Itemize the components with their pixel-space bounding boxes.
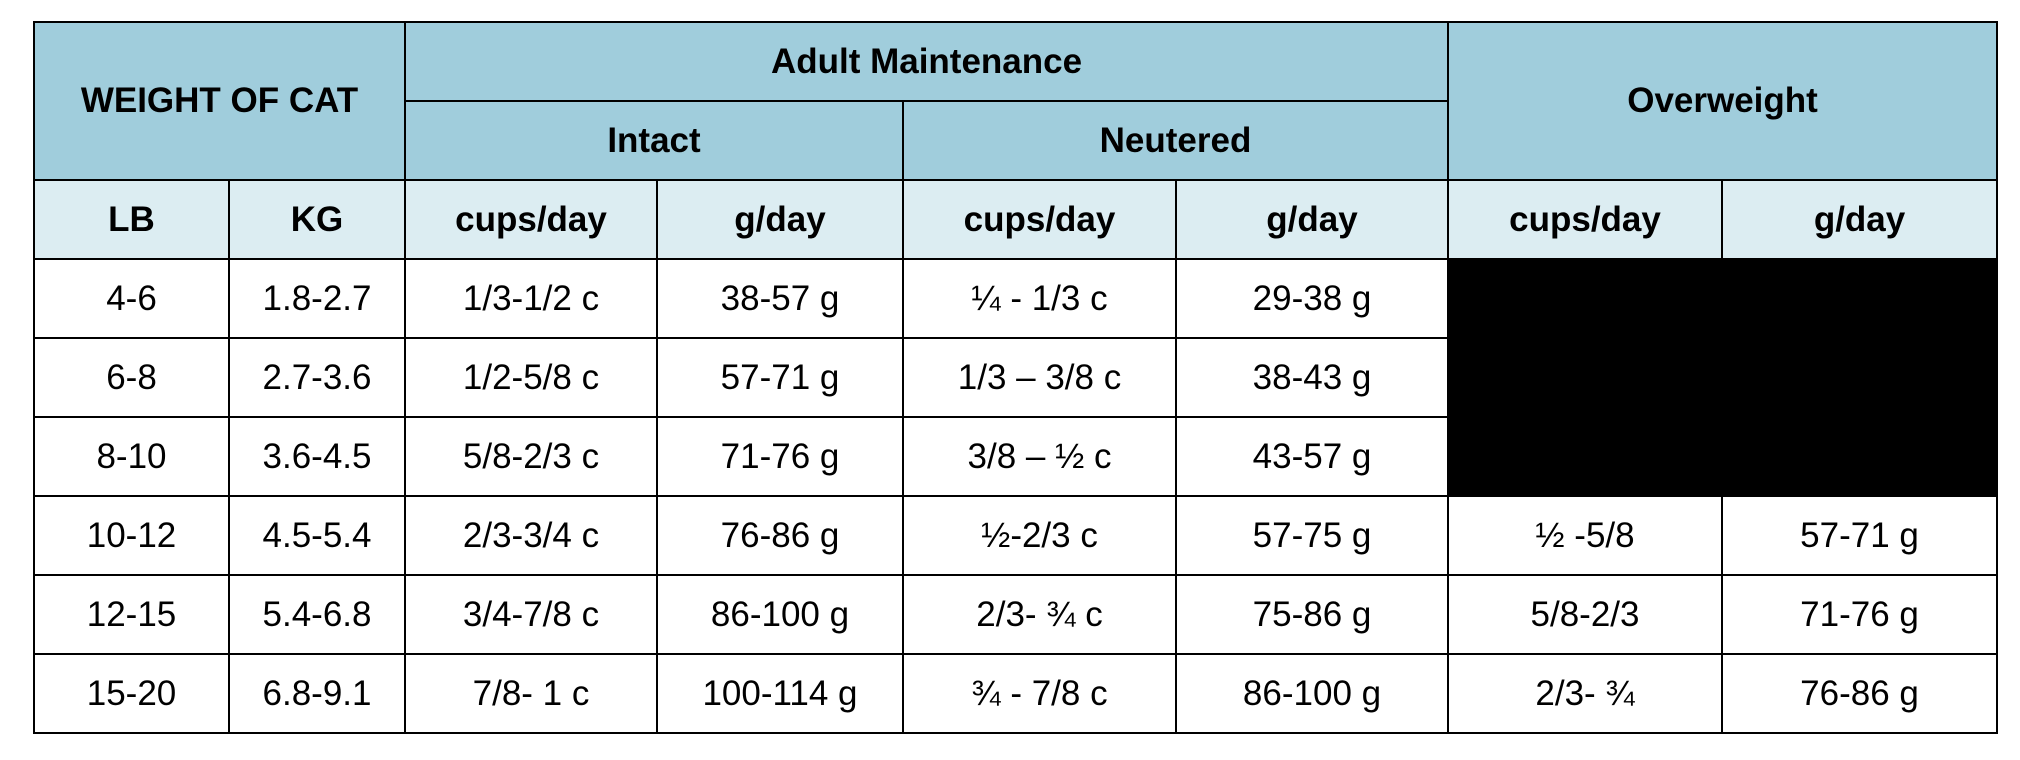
overweight-cups-header: cups/day: [1447, 179, 1724, 260]
kg-cell: 1.8-2.7: [228, 258, 406, 339]
neutered-cups-header: cups/day: [902, 179, 1177, 260]
kg-header: KG: [228, 179, 406, 260]
intact-cups-cell: 5/8-2/3 c: [404, 416, 658, 497]
lb-cell: 6-8: [33, 337, 230, 418]
table-row: 6-8 2.7-3.6 1/2-5/8 c 57-71 g 1/3 – 3/8 …: [33, 337, 1997, 418]
intact-cups-cell: 2/3-3/4 c: [404, 495, 658, 576]
neutered-g-cell: 57-75 g: [1174, 495, 1450, 576]
kg-cell: 6.8-9.1: [228, 653, 406, 734]
kg-cell: 5.4-6.8: [228, 574, 406, 655]
intact-cups-cell: 3/4-7/8 c: [404, 574, 658, 655]
intact-g-cell: 38-57 g: [656, 258, 904, 339]
header-row-1: WEIGHT OF CAT Adult Maintenance Overweig…: [33, 21, 1999, 181]
neutered-g-cell: 38-43 g: [1174, 337, 1450, 418]
neutered-g-cell: 75-86 g: [1174, 574, 1450, 655]
intact-header: Intact: [404, 100, 904, 181]
intact-g-cell: 86-100 g: [656, 574, 904, 655]
overweight-g-header: g/day: [1721, 179, 1999, 260]
overweight-cups-cell: 2/3- ¾: [1447, 653, 1724, 734]
intact-cups-cell: 7/8- 1 c: [404, 653, 658, 734]
intact-cups-cell: 1/3-1/2 c: [404, 258, 658, 339]
kg-cell: 2.7-3.6: [228, 337, 406, 418]
table-row: 4-6 1.8-2.7 1/3-1/2 c 38-57 g ¼ - 1/3 c …: [33, 258, 1999, 497]
neutered-g-header: g/day: [1174, 179, 1450, 260]
table-row: 15-20 6.8-9.1 7/8- 1 c 100-114 g ¾ - 7/8…: [33, 653, 1999, 734]
overweight-cups-cell: 5/8-2/3: [1447, 574, 1724, 655]
lb-cell: 8-10: [33, 416, 230, 497]
lb-cell: 15-20: [33, 653, 230, 734]
adult-maintenance-header: Adult Maintenance: [403, 21, 1450, 102]
intact-g-cell: 100-114 g: [656, 653, 904, 734]
feeding-guide-table: WEIGHT OF CAT Adult Maintenance Overweig…: [33, 21, 1999, 734]
kg-cell: 4.5-5.4: [228, 495, 406, 576]
overweight-g-cell: 71-76 g: [1721, 574, 1999, 655]
neutered-g-cell: 86-100 g: [1174, 653, 1450, 734]
intact-cups-cell: 1/2-5/8 c: [404, 337, 658, 418]
overweight-cups-cell: ½ -5/8: [1447, 495, 1724, 576]
lb-header: LB: [33, 179, 230, 260]
overweight-header: Overweight: [1447, 21, 1999, 181]
lb-cell: 12-15: [33, 574, 230, 655]
overweight-g-cell: 57-71 g: [1721, 495, 1999, 576]
intact-g-cell: 76-86 g: [656, 495, 904, 576]
intact-g-cell: 57-71 g: [656, 337, 904, 418]
overweight-blackout-cell: [1447, 258, 1999, 497]
kg-cell: 3.6-4.5: [228, 416, 406, 497]
lb-cell: 4-6: [33, 258, 230, 339]
header-row-3: LB KG cups/day g/day cups/day g/day cups…: [33, 179, 1999, 260]
neutered-cups-cell: 3/8 – ½ c: [902, 416, 1177, 497]
neutered-g-cell: 29-38 g: [1174, 258, 1450, 339]
neutered-header: Neutered: [901, 100, 1450, 181]
table-row: 10-12 4.5-5.4 2/3-3/4 c 76-86 g ½-2/3 c …: [33, 495, 1999, 576]
intact-cups-header: cups/day: [404, 179, 658, 260]
neutered-cups-cell: 2/3- ¾ c: [902, 574, 1177, 655]
neutered-cups-cell: ½-2/3 c: [902, 495, 1177, 576]
weight-of-cat-header: WEIGHT OF CAT: [33, 21, 406, 181]
neutered-g-cell: 43-57 g: [1174, 416, 1450, 497]
table-row: 12-15 5.4-6.8 3/4-7/8 c 86-100 g 2/3- ¾ …: [33, 574, 1999, 655]
intact-g-cell: 71-76 g: [656, 416, 904, 497]
overweight-g-cell: 76-86 g: [1721, 653, 1999, 734]
table-row: 8-10 3.6-4.5 5/8-2/3 c 71-76 g 3/8 – ½ c…: [33, 416, 1997, 497]
header-row-2: Intact Neutered: [34, 100, 1997, 181]
lb-cell: 10-12: [33, 495, 230, 576]
neutered-cups-cell: 1/3 – 3/8 c: [902, 337, 1177, 418]
intact-g-header: g/day: [656, 179, 904, 260]
neutered-cups-cell: ¼ - 1/3 c: [902, 258, 1177, 339]
feeding-table-container: WEIGHT OF CAT Adult Maintenance Overweig…: [33, 21, 1999, 734]
neutered-cups-cell: ¾ - 7/8 c: [902, 653, 1177, 734]
